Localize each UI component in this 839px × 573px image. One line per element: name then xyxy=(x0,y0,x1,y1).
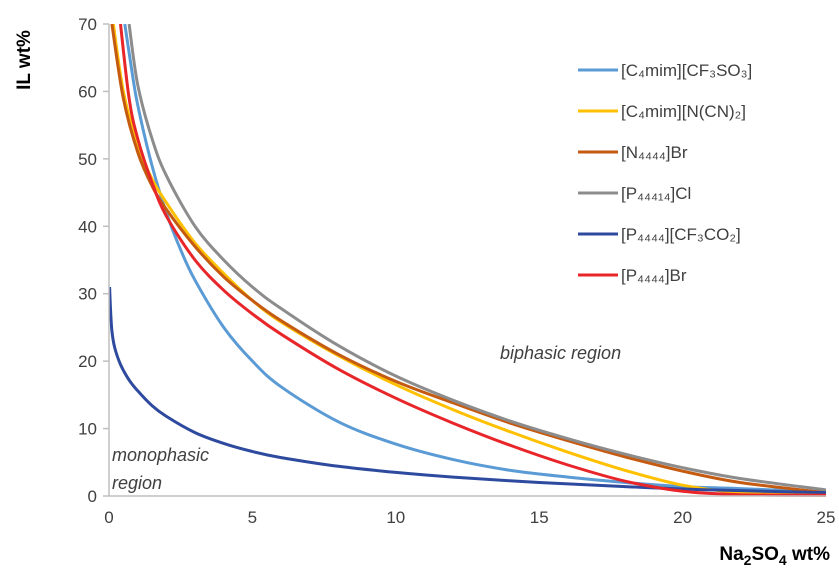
legend-label-p-cl: [P₄₄₄₁₄]Cl xyxy=(621,184,691,203)
x-tick-label: 25 xyxy=(817,508,836,527)
series-line-p-cf-co xyxy=(109,286,826,495)
legend-label-c-mim-cf-so: [C₄mim][CF₃SO₃] xyxy=(621,61,752,80)
x-axis-title: Na2SO4 wt% xyxy=(719,544,830,568)
y-tick-label: 30 xyxy=(78,285,97,304)
x-axis-ticks: 0 5 10 15 20 25 xyxy=(104,508,835,527)
plot-area: 0 5 10 15 20 25 0 10 20 30 40 50 60 70 xyxy=(78,15,835,527)
series-line-c-mim-n-cn xyxy=(111,24,826,497)
monophasic-region-label-line2: region xyxy=(112,473,162,493)
legend-label-p-br: [P₄₄₄₄]Br xyxy=(621,266,687,285)
x-tick-label: 5 xyxy=(248,508,257,527)
legend: [C₄mim][CF₃SO₃] [C₄mim][N(CN)₂] [N₄₄₄₄]Br [… xyxy=(578,61,752,285)
y-tick-label: 60 xyxy=(78,82,97,101)
legend-label-c-mim-n-cn: [C₄mim][N(CN)₂] xyxy=(621,102,746,121)
y-axis-title: IL wt% xyxy=(14,30,35,90)
x-tick-label: 10 xyxy=(386,508,405,527)
x-tick-label: 15 xyxy=(530,508,549,527)
y-axis-ticks: 0 10 20 30 40 50 60 70 xyxy=(78,15,109,506)
x-tick-label: 0 xyxy=(104,508,113,527)
monophasic-region-label: monophasic xyxy=(112,445,209,465)
x-tick-label: 20 xyxy=(673,508,692,527)
legend-label-p-cf-co: [P₄₄₄₄][CF₃CO₂] xyxy=(621,225,741,244)
series-line-p-cl xyxy=(127,24,826,492)
y-tick-label: 50 xyxy=(78,150,97,169)
series-line-p-br xyxy=(119,24,826,497)
y-tick-label: 40 xyxy=(78,217,97,236)
y-tick-label: 20 xyxy=(78,352,97,371)
y-tick-label: 0 xyxy=(88,487,97,506)
series-line-n-br xyxy=(110,24,826,495)
y-tick-label: 10 xyxy=(78,420,97,439)
series-line-c-mim-cf-so xyxy=(123,24,826,494)
biphasic-region-label: biphasic region xyxy=(500,343,621,363)
series-curves xyxy=(109,24,826,497)
legend-label-n-br: [N₄₄₄₄]Br xyxy=(621,143,688,162)
y-tick-label: 70 xyxy=(78,15,97,34)
